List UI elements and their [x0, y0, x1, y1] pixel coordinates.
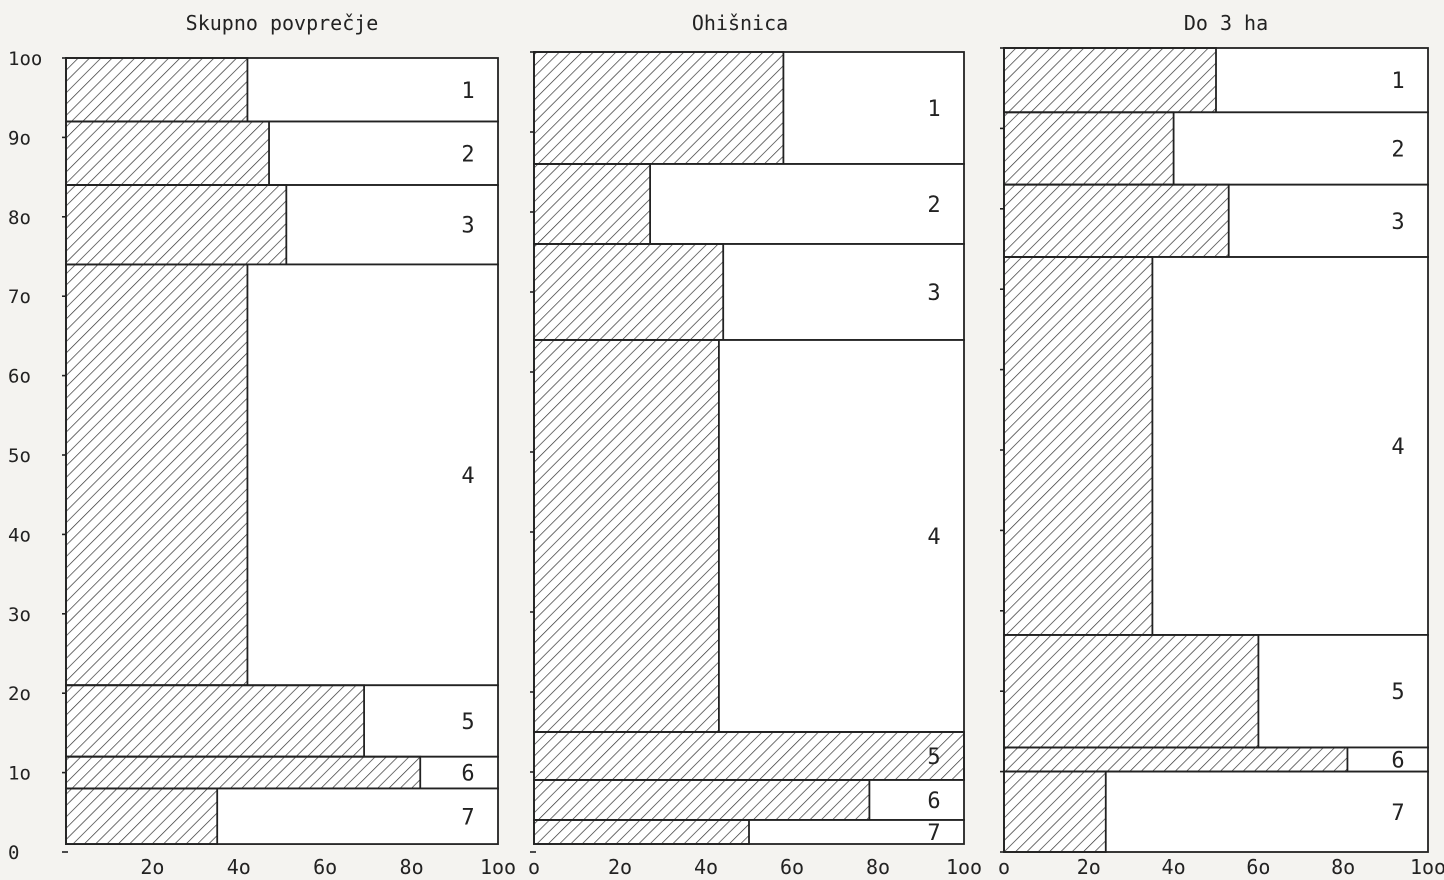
- x-tick-label: 6o: [313, 855, 337, 879]
- x-tick-label: 8o: [866, 855, 890, 879]
- y-tick-label: 3o: [8, 604, 31, 626]
- x-tick-label: 6o: [1246, 855, 1270, 879]
- x-tick-label: 4o: [227, 855, 251, 879]
- segment-label: 7: [927, 821, 940, 846]
- panel-plot: 1 2 3 4 5 6 7 o 2o 4o 6o 8o 1oo: [998, 47, 1444, 879]
- hatched-bar: [533, 163, 651, 245]
- segment-label: 7: [461, 805, 474, 830]
- y-tick-label: 4o: [8, 524, 31, 546]
- segment-label: 5: [1391, 680, 1404, 705]
- hatched-bar: [65, 263, 249, 687]
- hatched-bar: [533, 243, 725, 341]
- hatched-bar: [1003, 111, 1175, 186]
- x-tick-label: 4o: [694, 855, 718, 879]
- hatched-bar: [1003, 634, 1260, 749]
- panel-plot: 0 1o 2o 3o 4o 5o 6o 7o 8o 9o 1oo 1 2 3 4 5 6 7 2o 4o 6o 8o 1oo: [8, 48, 516, 879]
- segment-label: 2: [927, 193, 940, 218]
- panel-ohisnica: Ohišnica 1 2 3 4 5 6 7 o 2o 4o 6o 8o 1oo: [528, 11, 982, 879]
- y-tick-label: 7o: [8, 286, 31, 308]
- hatched-bar: [65, 57, 249, 123]
- x-tick-label: 8o: [1331, 855, 1355, 879]
- hatched-bar: [533, 339, 720, 733]
- segment-label: 6: [461, 762, 474, 787]
- segment-label: 1: [927, 97, 940, 122]
- y-tick-label: 5o: [8, 445, 31, 467]
- panel-title: Skupno povprečje: [186, 11, 379, 35]
- hatched-bar: [533, 779, 871, 821]
- segment-label: 4: [461, 464, 474, 489]
- x-tick-label: 2o: [1077, 855, 1101, 879]
- segment-label: 6: [1391, 749, 1404, 774]
- hatched-bar: [1003, 47, 1217, 114]
- y-tick-label: 2o: [8, 683, 31, 705]
- panel-title: Ohišnica: [692, 11, 788, 35]
- x-tick-label: 1oo: [946, 855, 982, 879]
- hatched-bar: [533, 731, 965, 781]
- hatched-bar: [65, 184, 288, 266]
- y-tick-label: 8o: [8, 207, 31, 229]
- y-tick-label: 0: [8, 842, 19, 864]
- segment-label: 5: [461, 710, 474, 735]
- x-tick-label: 4o: [1162, 855, 1186, 879]
- segment-label: 3: [927, 281, 940, 306]
- x-tick-label: 8o: [400, 855, 424, 879]
- hatched-bar: [533, 51, 785, 165]
- segment-label: 4: [1391, 435, 1404, 460]
- y-tick-label: 1oo: [8, 48, 42, 70]
- hatched-bar: [1003, 770, 1107, 853]
- x-tick-label: 2o: [140, 855, 164, 879]
- x-tick-label: 6o: [780, 855, 804, 879]
- hatched-bar: [65, 120, 270, 186]
- y-tick-label: 9o: [8, 127, 31, 149]
- panel-skupno: Skupno povprečje 0 1o 2o 3o 4o 5o 6o 7o 8o 9o 1oo 1…: [8, 11, 516, 879]
- hatched-bar: [65, 755, 422, 790]
- segment-label: 5: [927, 745, 940, 770]
- segment-label: 2: [1391, 138, 1404, 163]
- hatched-bar: [65, 787, 219, 845]
- segment-label: 2: [461, 142, 474, 167]
- x-tick-label: o: [528, 855, 540, 879]
- panel-do-3-ha: Do 3 ha 1 2 3 4 5 6 7 o 2o 4o 6o 8o 1oo: [998, 11, 1444, 879]
- hatched-bar: [1003, 183, 1230, 258]
- segment-label: 1: [461, 79, 474, 104]
- segment-label: 6: [927, 789, 940, 814]
- segment-label: 3: [1391, 210, 1404, 235]
- y-tick-label: 1o: [8, 763, 31, 785]
- hatched-bar: [65, 684, 365, 758]
- hatched-bar: [1003, 256, 1154, 636]
- x-tick-label: 1oo: [480, 855, 516, 879]
- y-tick-label: 6o: [8, 366, 31, 388]
- x-tick-label: 2o: [608, 855, 632, 879]
- segment-label: 1: [1391, 69, 1404, 94]
- x-tick-label: 1oo: [1410, 855, 1444, 879]
- hatched-bar: [533, 819, 750, 845]
- hatched-bar: [1003, 746, 1349, 773]
- x-tick-label: o: [998, 855, 1010, 879]
- segment-label: 3: [461, 214, 474, 239]
- panel-plot: 1 2 3 4 5 6 7 o 2o 4o 6o 8o 1oo: [528, 51, 982, 879]
- segment-label: 4: [927, 525, 940, 550]
- segment-label: 7: [1391, 801, 1404, 826]
- panel-title: Do 3 ha: [1184, 11, 1268, 35]
